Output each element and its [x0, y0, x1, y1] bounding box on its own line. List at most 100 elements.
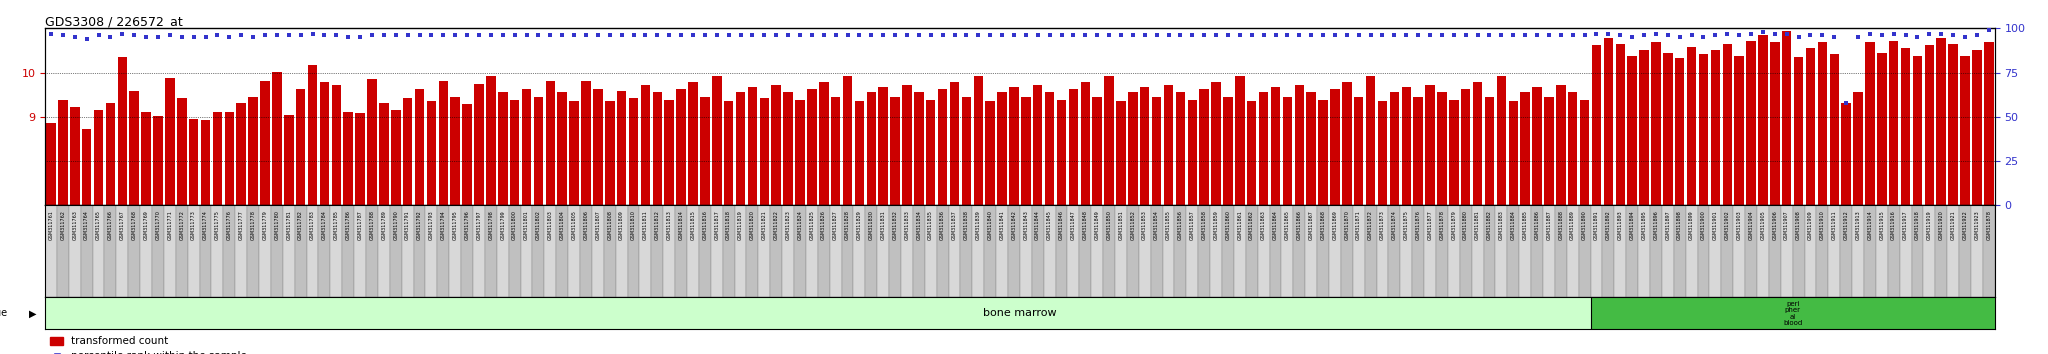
Bar: [1554, 205, 1567, 297]
Point: [1948, 34, 1980, 40]
Text: ▶: ▶: [29, 308, 37, 318]
Bar: [1853, 92, 1864, 354]
Bar: [1081, 82, 1090, 354]
Point: [1700, 33, 1733, 38]
Bar: [760, 98, 770, 354]
Bar: [354, 205, 367, 297]
Bar: [1520, 205, 1532, 297]
Bar: [1911, 205, 1923, 297]
Bar: [1425, 85, 1436, 354]
Point: [238, 34, 270, 40]
Text: GSM311897: GSM311897: [1665, 210, 1671, 240]
Text: GSM311907: GSM311907: [1784, 210, 1790, 240]
Text: GSM311913: GSM311913: [1855, 210, 1860, 240]
Bar: [807, 205, 817, 297]
Bar: [1389, 205, 1401, 297]
Text: GSM311796: GSM311796: [465, 210, 469, 240]
Text: GSM311778: GSM311778: [250, 210, 256, 240]
Point: [1509, 33, 1542, 38]
Bar: [1520, 92, 1530, 354]
Text: GSM311895: GSM311895: [1642, 210, 1647, 240]
Bar: [164, 205, 176, 297]
Text: GSM311823: GSM311823: [786, 210, 791, 240]
Point: [1163, 33, 1196, 38]
Point: [1366, 33, 1399, 38]
Point: [201, 33, 233, 38]
Text: GSM311844: GSM311844: [1034, 210, 1040, 240]
Point: [879, 33, 911, 38]
Text: GSM311857: GSM311857: [1190, 210, 1194, 240]
Bar: [1960, 205, 1970, 297]
Text: GSM311914: GSM311914: [1868, 210, 1872, 240]
Point: [1901, 34, 1933, 40]
Point: [1782, 34, 1815, 40]
Bar: [639, 205, 651, 297]
Text: GSM311893: GSM311893: [1618, 210, 1622, 240]
Bar: [1841, 103, 1851, 354]
Text: GSM311762: GSM311762: [59, 210, 66, 240]
Bar: [985, 101, 995, 354]
Point: [1604, 33, 1636, 38]
Bar: [1628, 56, 1636, 354]
Bar: [1556, 85, 1565, 354]
Text: GSM311806: GSM311806: [584, 210, 588, 240]
Bar: [1688, 47, 1696, 354]
Text: GSM311816: GSM311816: [702, 210, 707, 240]
Text: GSM311782: GSM311782: [299, 210, 303, 240]
Text: GSM311861: GSM311861: [1237, 210, 1243, 240]
Text: GSM311770: GSM311770: [156, 210, 160, 240]
Bar: [401, 205, 414, 297]
Bar: [569, 101, 580, 354]
Bar: [45, 205, 57, 297]
Bar: [270, 205, 283, 297]
Bar: [557, 205, 567, 297]
Bar: [1174, 205, 1186, 297]
Bar: [1925, 45, 1933, 354]
Bar: [604, 205, 616, 297]
Bar: [1364, 205, 1376, 297]
Bar: [1782, 30, 1792, 354]
Bar: [1604, 38, 1614, 354]
Point: [1354, 33, 1386, 38]
Bar: [1673, 205, 1686, 297]
Point: [319, 33, 352, 38]
Text: GSM311905: GSM311905: [1761, 210, 1765, 240]
Bar: [1792, 205, 1804, 297]
Point: [735, 33, 768, 38]
Bar: [1745, 205, 1757, 297]
Text: GSM311765: GSM311765: [96, 210, 100, 240]
Point: [688, 33, 721, 38]
Text: GSM311884: GSM311884: [1511, 210, 1516, 240]
Text: GSM311822: GSM311822: [774, 210, 778, 240]
Text: GSM311820: GSM311820: [750, 210, 756, 240]
Bar: [770, 205, 782, 297]
Text: GSM311865: GSM311865: [1284, 210, 1290, 240]
Point: [1141, 33, 1174, 38]
Bar: [1948, 205, 1960, 297]
Bar: [295, 90, 305, 354]
Bar: [1985, 42, 1993, 354]
Point: [1675, 33, 1708, 38]
Text: GSM311891: GSM311891: [1593, 210, 1599, 240]
Text: bone marrow: bone marrow: [983, 308, 1057, 318]
Point: [547, 33, 580, 38]
Point: [725, 33, 758, 38]
Bar: [1104, 76, 1114, 354]
Point: [403, 33, 436, 38]
Bar: [1542, 205, 1554, 297]
Bar: [1378, 101, 1386, 354]
Point: [1235, 33, 1268, 38]
Bar: [94, 110, 102, 354]
Point: [1378, 33, 1411, 38]
Bar: [1305, 205, 1317, 297]
Text: GSM311859: GSM311859: [1214, 210, 1219, 240]
Text: GSM311818: GSM311818: [727, 210, 731, 240]
Point: [178, 34, 211, 40]
Point: [1591, 31, 1624, 36]
Bar: [475, 84, 483, 354]
Text: GSM311763: GSM311763: [72, 210, 78, 240]
Bar: [1960, 56, 1970, 354]
Bar: [47, 124, 55, 354]
Point: [997, 33, 1030, 38]
Text: GSM311899: GSM311899: [1690, 210, 1694, 240]
